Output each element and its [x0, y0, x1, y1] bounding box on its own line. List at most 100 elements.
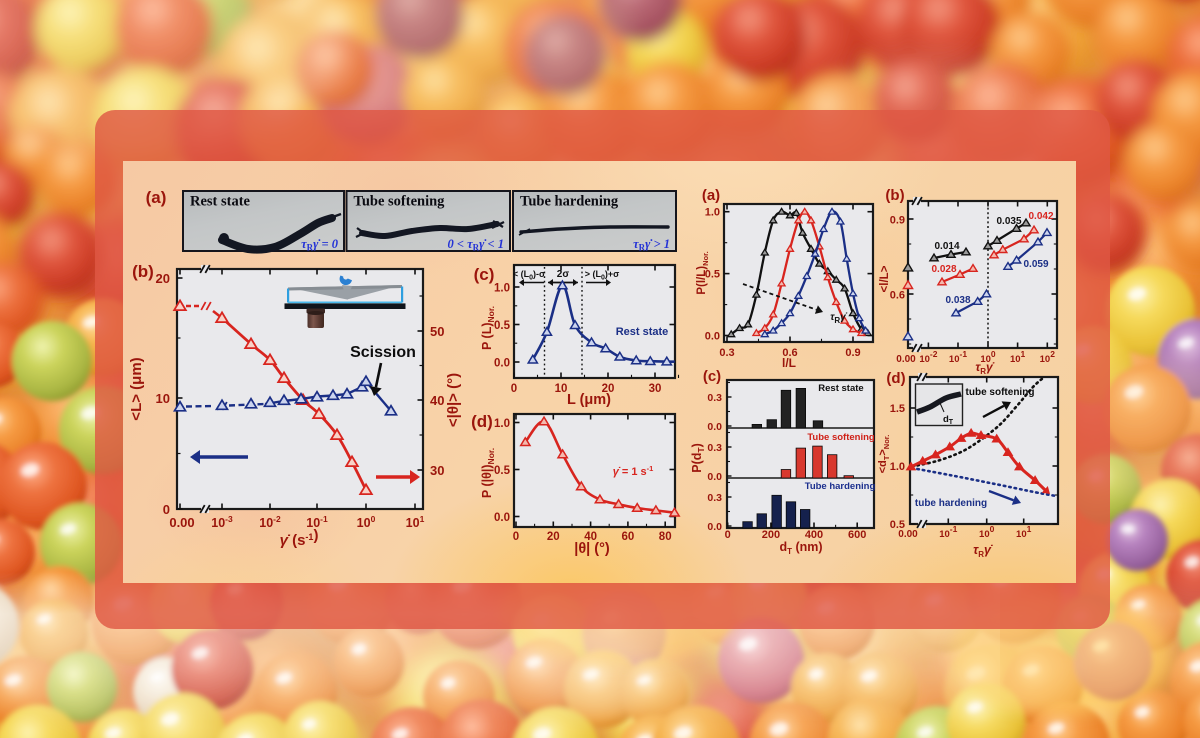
- svg-text:Scission: Scission: [350, 344, 416, 361]
- svg-text:<|θ|> (°): <|θ|> (°): [445, 373, 462, 427]
- svg-text:γ̇ (s-1): γ̇ (s-1): [280, 527, 319, 549]
- svg-text:(b): (b): [885, 187, 904, 204]
- svg-text:0: 0: [511, 383, 517, 395]
- svg-text:101: 101: [1010, 349, 1026, 365]
- svg-text:0.028: 0.028: [931, 264, 956, 275]
- svg-text:400: 400: [805, 529, 823, 541]
- svg-text:1.0: 1.0: [890, 461, 905, 473]
- svg-text:0.0: 0.0: [705, 331, 720, 343]
- svg-text:l/L: l/L: [782, 356, 796, 370]
- svg-text:600: 600: [848, 529, 866, 541]
- svg-text:10: 10: [156, 391, 170, 406]
- svg-text:0.6: 0.6: [890, 290, 905, 302]
- svg-text:101: 101: [1016, 524, 1032, 540]
- svg-text:(c): (c): [474, 265, 495, 284]
- svg-text:<L> (μm): <L> (μm): [128, 357, 145, 420]
- svg-text:1.0: 1.0: [705, 207, 720, 219]
- svg-text:0.3: 0.3: [707, 492, 722, 504]
- svg-text:Rest state: Rest state: [818, 383, 863, 394]
- svg-text:(d): (d): [886, 370, 905, 387]
- svg-text:< (L0)-σ: < (L0)-σ: [513, 269, 545, 282]
- svg-text:τRγ̇: τRγ̇: [830, 312, 847, 325]
- svg-text:30: 30: [430, 463, 444, 478]
- svg-text:0.042: 0.042: [1028, 211, 1053, 222]
- svg-text:0: 0: [725, 529, 731, 541]
- svg-text:50: 50: [430, 324, 444, 339]
- svg-text:10-2: 10-2: [259, 514, 281, 530]
- svg-text:(a): (a): [146, 188, 167, 207]
- svg-text:τRγ̇ = 0: τRγ̇ = 0: [301, 237, 339, 253]
- svg-text:0: 0: [513, 531, 519, 543]
- svg-text:0.00: 0.00: [896, 354, 916, 365]
- svg-text:30: 30: [649, 383, 662, 395]
- svg-text:0.9: 0.9: [890, 215, 905, 227]
- svg-text:Tube softening: Tube softening: [807, 432, 875, 443]
- svg-text:Tube softening: Tube softening: [354, 194, 446, 210]
- svg-text:dT (nm): dT (nm): [779, 540, 822, 556]
- svg-text:10-2: 10-2: [919, 349, 937, 365]
- svg-text:tube hardening: tube hardening: [915, 498, 987, 509]
- svg-text:L (μm): L (μm): [567, 392, 611, 408]
- svg-text:20: 20: [156, 271, 170, 286]
- svg-text:0.0: 0.0: [494, 358, 510, 370]
- svg-text:0.5: 0.5: [494, 320, 511, 332]
- svg-text:0.5: 0.5: [494, 465, 511, 477]
- svg-text:0.3: 0.3: [719, 347, 734, 359]
- svg-text:0.038: 0.038: [945, 295, 970, 306]
- svg-text:<dT>Nor.: <dT>Nor.: [877, 435, 891, 474]
- svg-text:0.3: 0.3: [707, 392, 722, 404]
- svg-text:40: 40: [430, 393, 444, 408]
- svg-text:dT: dT: [943, 414, 954, 426]
- svg-text:<l/L>: <l/L>: [879, 265, 891, 292]
- svg-text:0.6: 0.6: [782, 347, 797, 359]
- svg-text:0.014: 0.014: [934, 241, 959, 252]
- svg-text:1.0: 1.0: [494, 418, 510, 430]
- svg-text:P(dT): P(dT): [690, 443, 706, 473]
- svg-text:0.00: 0.00: [898, 529, 918, 540]
- svg-text:80: 80: [659, 531, 672, 543]
- svg-text:102: 102: [1040, 349, 1056, 365]
- svg-text:100: 100: [979, 524, 995, 540]
- svg-text:0 < τRγ̇ < 1: 0 < τRγ̇ < 1: [447, 237, 504, 253]
- svg-text:τRγ̇: τRγ̇: [973, 543, 993, 559]
- svg-text:10-1: 10-1: [949, 349, 967, 365]
- svg-text:2σ: 2σ: [557, 269, 570, 280]
- svg-text:P(l/L)Nor.: P(l/L)Nor.: [696, 251, 710, 294]
- svg-text:(b): (b): [132, 262, 154, 281]
- svg-text:20: 20: [547, 531, 560, 543]
- svg-text:0.5: 0.5: [890, 519, 905, 531]
- svg-text:1.5: 1.5: [890, 403, 905, 415]
- svg-text:0.0: 0.0: [494, 512, 510, 524]
- svg-text:20: 20: [602, 383, 615, 395]
- svg-text:100: 100: [357, 514, 376, 530]
- svg-text:0.5: 0.5: [705, 269, 720, 281]
- svg-text:0: 0: [163, 502, 170, 517]
- svg-text:(d): (d): [471, 412, 493, 431]
- svg-text:101: 101: [406, 514, 425, 530]
- svg-text:0.00: 0.00: [169, 515, 194, 530]
- svg-text:τRγ̇ > 1: τRγ̇ > 1: [633, 237, 670, 253]
- svg-text:60: 60: [622, 531, 635, 543]
- svg-text:0.3: 0.3: [707, 442, 722, 454]
- svg-text:γ̇ = 1 s-1: γ̇ = 1 s-1: [613, 464, 654, 478]
- svg-text:Tube hardening: Tube hardening: [520, 194, 619, 210]
- svg-text:10: 10: [555, 383, 568, 395]
- svg-text:0.0: 0.0: [707, 421, 722, 433]
- svg-text:tube softening: tube softening: [966, 387, 1035, 398]
- svg-text:(c): (c): [703, 368, 721, 385]
- svg-text:0.035: 0.035: [996, 216, 1021, 227]
- svg-text:1.0: 1.0: [494, 283, 510, 295]
- svg-text:0.9: 0.9: [845, 347, 860, 359]
- svg-text:|θ| (°): |θ| (°): [574, 541, 610, 557]
- svg-text:P (L)Nor.: P (L)Nor.: [480, 306, 496, 350]
- svg-text:0.059: 0.059: [1023, 259, 1048, 270]
- svg-text:Rest state: Rest state: [190, 194, 251, 210]
- svg-text:200: 200: [762, 529, 780, 541]
- svg-text:0.0: 0.0: [707, 471, 722, 483]
- svg-text:Rest state: Rest state: [616, 326, 669, 338]
- svg-text:Tube hardening: Tube hardening: [805, 481, 876, 492]
- svg-text:(a): (a): [702, 187, 720, 204]
- svg-text:τRγ̇: τRγ̇: [975, 360, 994, 376]
- svg-text:10-3: 10-3: [211, 514, 233, 530]
- svg-text:0.0: 0.0: [707, 521, 722, 533]
